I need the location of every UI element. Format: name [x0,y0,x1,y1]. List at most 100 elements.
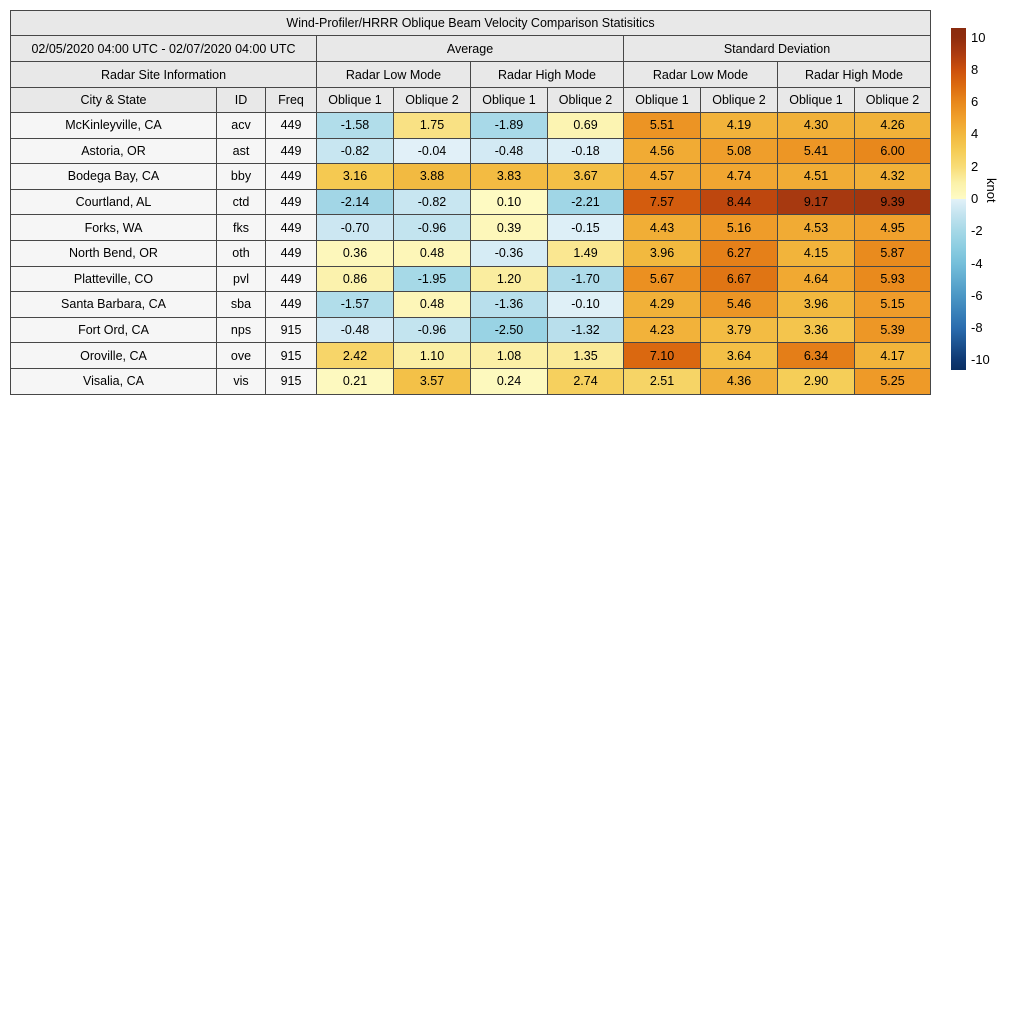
value-cell: 5.46 [700,291,778,318]
site-id-cell: vis [216,367,266,395]
value-cell: 4.29 [623,291,701,318]
value-cell: -1.32 [547,316,624,344]
city-state-cell: Fort Ord, CA [10,316,217,344]
value-cell: 3.57 [393,367,471,395]
value-cell: -1.58 [316,112,394,139]
value-cell: -0.96 [393,214,471,241]
value-cell: -0.36 [470,239,548,267]
date-range-cell: 02/05/2020 04:00 UTC - 02/07/2020 04:00 … [10,35,317,62]
freq-cell: 449 [265,214,317,241]
value-cell: -2.50 [470,316,548,344]
freq-cell: 449 [265,163,317,190]
city-state-cell: Courtland, AL [10,188,217,216]
value-cell: 0.48 [393,239,471,267]
value-cell: 5.08 [700,137,778,165]
freq-cell: 449 [265,137,317,165]
col-header-id: ID [216,87,266,113]
value-cell: 5.39 [854,316,931,344]
value-cell: 3.67 [547,163,624,190]
freq-cell: 915 [265,316,317,344]
value-cell: 4.64 [777,265,855,293]
value-cell: 1.08 [470,342,548,369]
colorbar-ticks: 10 8 6 4 2 0 -2 -4 -6 -8 -10 [971,28,1016,370]
value-cell: 9.17 [777,188,855,216]
average-group-header: Average [316,35,624,62]
colorbar-tick-label: 4 [971,126,979,142]
value-cell: 1.75 [393,112,471,139]
colorbar-tick-label: -8 [971,320,983,336]
value-cell: 3.96 [777,291,855,318]
site-id-cell: pvl [216,265,266,293]
freq-cell: 449 [265,291,317,318]
table-row: North Bend, OR oth 449 0.36 0.48 -0.36 1.49 3.9… [10,239,931,267]
group-header-row: 02/05/2020 04:00 UTC - 02/07/2020 04:00 … [10,35,931,62]
colorbar-tick-label: 8 [971,61,979,77]
col-header-freq: Freq [265,87,317,113]
table-row: Bodega Bay, CA bby 449 3.16 3.88 3.83 3.67 4.57… [10,163,931,190]
city-state-cell: Astoria, OR [10,137,217,165]
site-id-cell: bby [216,163,266,190]
value-cell: -0.10 [547,291,624,318]
value-cell: 4.26 [854,112,931,139]
title-row: Wind-Profiler/HRRR Oblique Beam Velocity… [10,10,931,36]
value-cell: 0.24 [470,367,548,395]
table-row: Courtland, AL ctd 449 -2.14 -0.82 0.10 -2.21 7.… [10,188,931,216]
value-cell: 6.67 [700,265,778,293]
value-cell: 3.64 [700,342,778,369]
value-cell: -0.48 [316,316,394,344]
city-state-cell: Oroville, CA [10,342,217,369]
value-cell: -0.15 [547,214,624,241]
value-cell: -1.70 [547,265,624,293]
col-header-oblique-2: Oblique 2 [700,87,778,113]
table-row: Forks, WA fks 449 -0.70 -0.96 0.39 -0.15 4.43 5.… [10,214,931,241]
col-header-oblique-1: Oblique 1 [777,87,855,113]
value-cell: 4.51 [777,163,855,190]
value-cell: 7.57 [623,188,701,216]
stats-table: Wind-Profiler/HRRR Oblique Beam Velocity… [10,10,931,395]
freq-cell: 915 [265,367,317,395]
city-state-cell: Platteville, CO [10,265,217,293]
value-cell: 4.57 [623,163,701,190]
site-id-cell: ctd [216,188,266,216]
colorbar-tick-label: 0 [971,191,979,206]
value-cell: -1.57 [316,291,394,318]
value-cell: 6.00 [854,137,931,165]
city-state-cell: Forks, WA [10,214,217,241]
value-cell: 4.17 [854,342,931,369]
value-cell: -0.04 [393,137,471,165]
value-cell: 4.74 [700,163,778,190]
table-row: Santa Barbara, CA sba 449 -1.57 0.48 -1.36 -0.… [10,291,931,318]
value-cell: 0.10 [470,188,548,216]
city-state-cell: North Bend, OR [10,239,217,267]
value-cell: 5.16 [700,214,778,241]
site-info-header: Radar Site Information [10,61,317,88]
value-cell: 0.86 [316,265,394,293]
value-cell: 0.36 [316,239,394,267]
colorbar-gradient [951,28,966,370]
site-id-cell: fks [216,214,266,241]
value-cell: -1.89 [470,112,548,139]
value-cell: 1.10 [393,342,471,369]
freq-cell: 449 [265,112,317,139]
colorbar-tick-label: 2 [971,158,979,174]
freq-cell: 449 [265,188,317,216]
col-header-oblique-2: Oblique 2 [547,87,624,113]
std-high-mode-header: Radar High Mode [777,61,931,88]
value-cell: 4.53 [777,214,855,241]
std-low-mode-header: Radar Low Mode [623,61,778,88]
city-state-cell: McKinleyville, CA [10,112,217,139]
col-header-oblique-2: Oblique 2 [393,87,471,113]
value-cell: -0.96 [393,316,471,344]
stddev-group-header: Standard Deviation [623,35,931,62]
colorbar-tick-label: -4 [971,255,983,271]
value-cell: 4.23 [623,316,701,344]
value-cell: -1.36 [470,291,548,318]
value-cell: 9.39 [854,188,931,216]
value-cell: -0.18 [547,137,624,165]
table-row: Visalia, CA vis 915 0.21 3.57 0.24 2.74 2.51 4.3… [10,367,931,395]
value-cell: 4.43 [623,214,701,241]
value-cell: 5.93 [854,265,931,293]
value-cell: 3.96 [623,239,701,267]
value-cell: 6.27 [700,239,778,267]
